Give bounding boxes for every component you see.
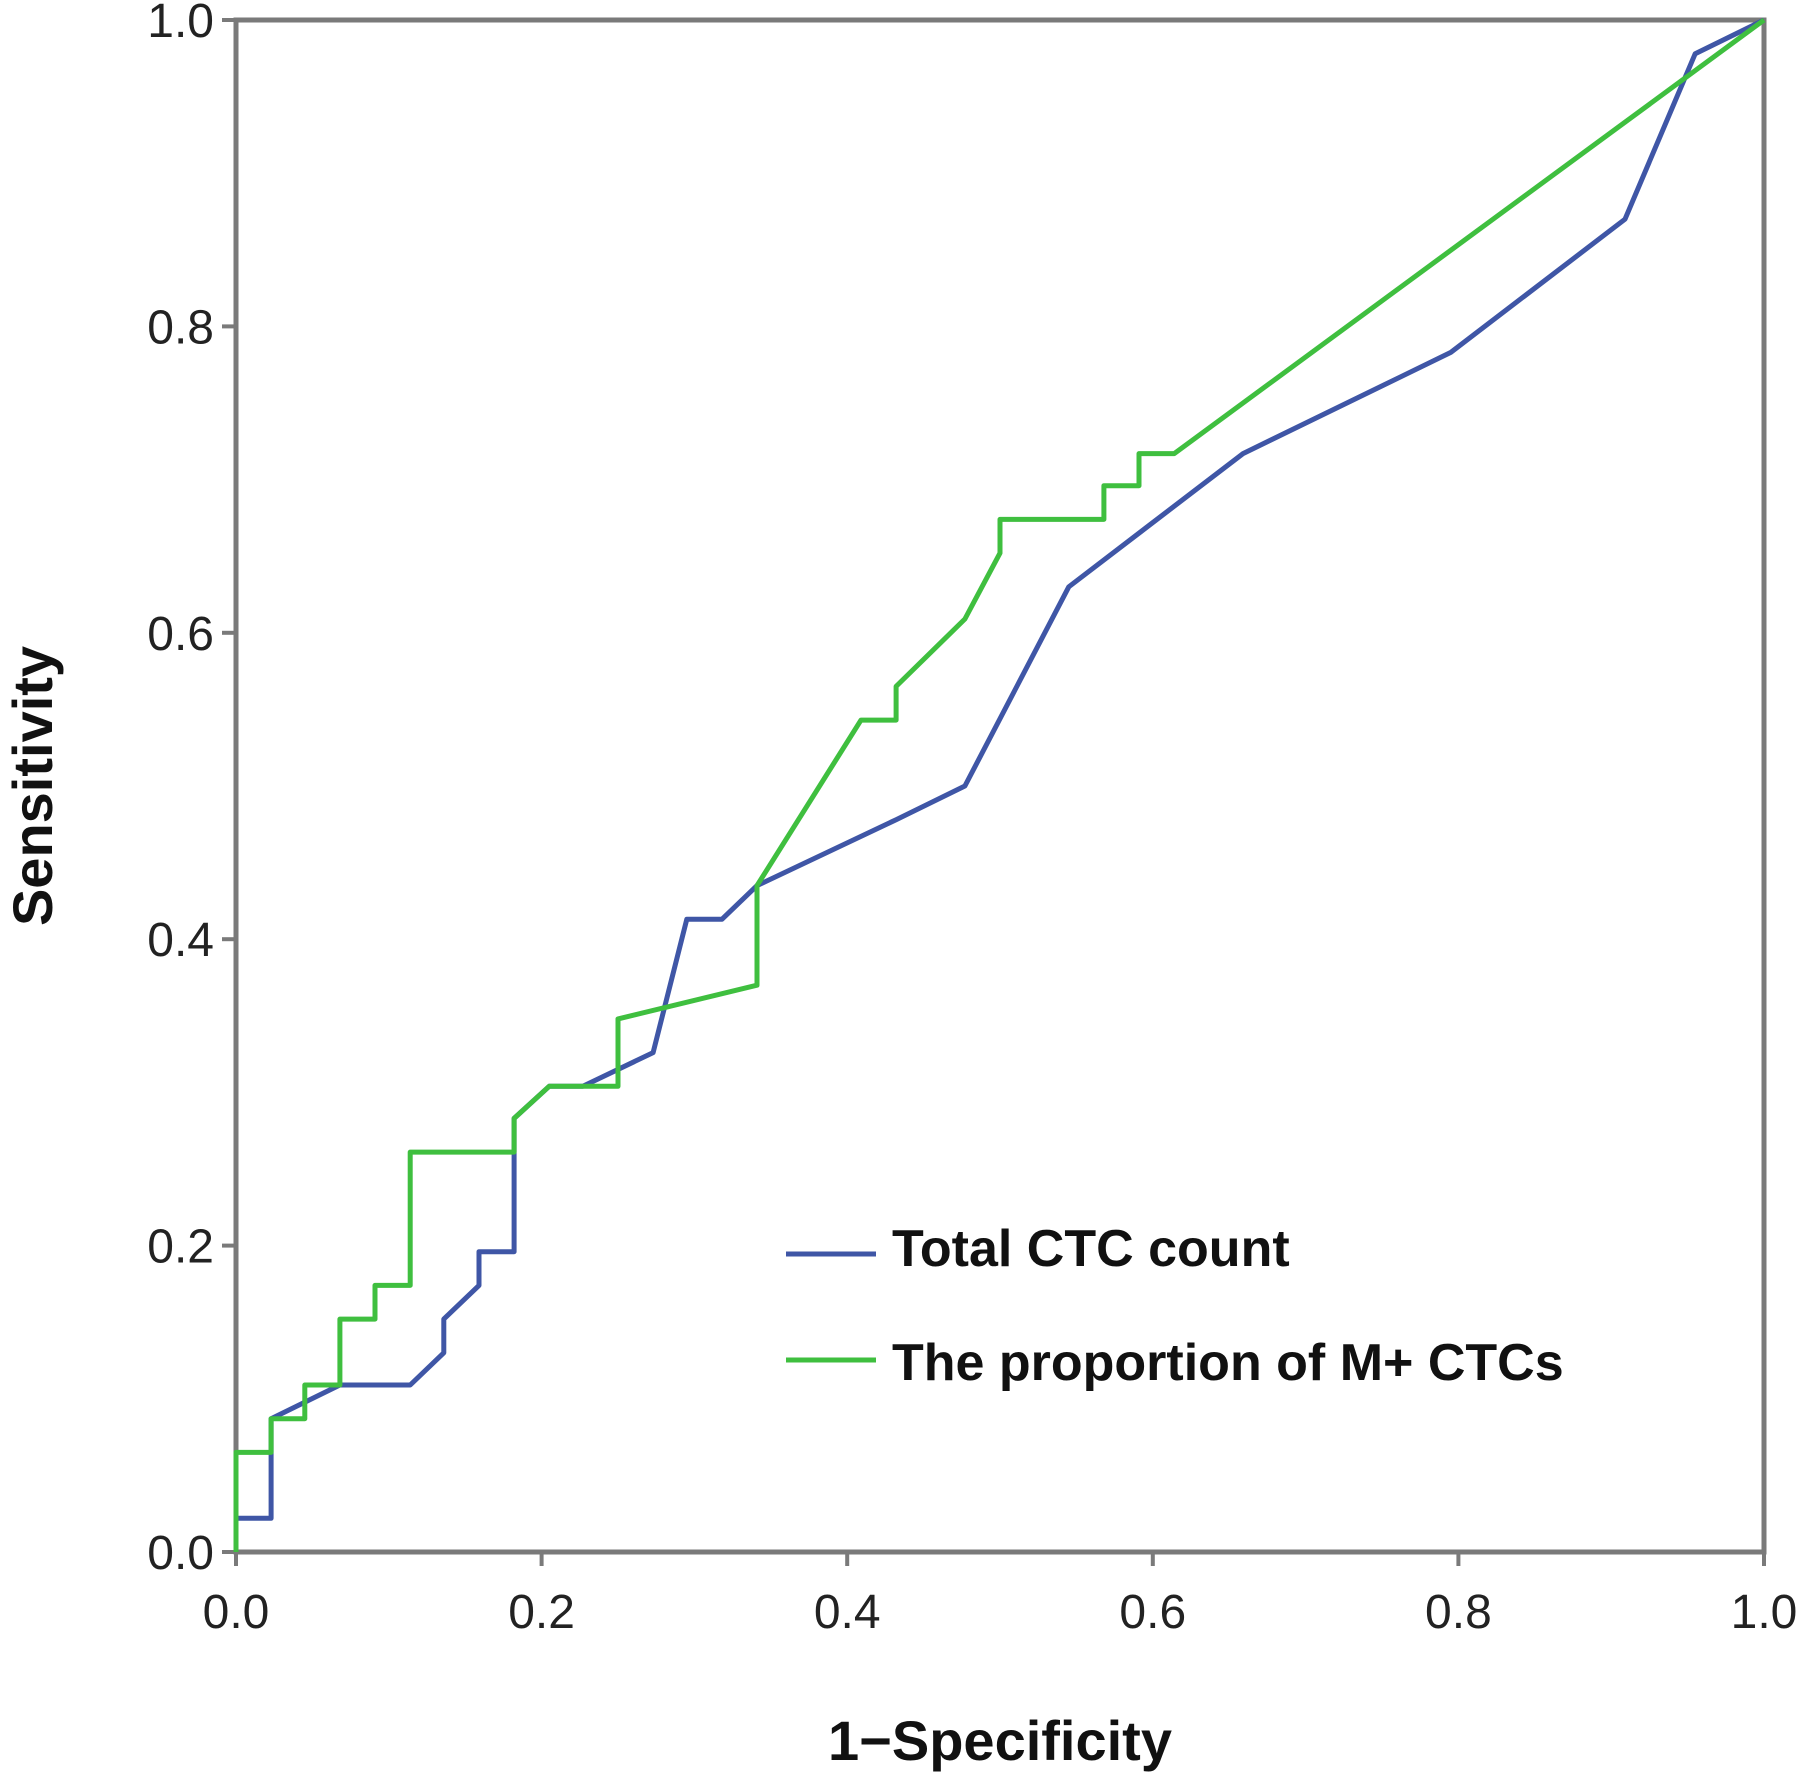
- legend-label-total-ctc-count: Total CTC count: [892, 1220, 1290, 1278]
- series-line-total-ctc-count: [233, 17, 1766, 1552]
- y-tick-label: 0.0: [147, 1527, 214, 1580]
- plot-frame: [233, 17, 1767, 1555]
- series-line-m-plus-ctcs: [233, 17, 1766, 1552]
- x-tick-label: 1.0: [1731, 1586, 1798, 1639]
- y-tick-label: 0.6: [147, 608, 214, 661]
- y-tick-label: 0.4: [147, 914, 214, 967]
- x-tick-label: 0.2: [508, 1586, 575, 1639]
- x-axis: 0.0 0.2 0.4 0.6 0.8 1.0: [203, 1552, 1798, 1639]
- series-layer: [233, 17, 1766, 1552]
- y-axis: 0.0 0.2 0.4 0.6 0.8 1.0: [147, 0, 236, 1580]
- y-tick-label: 0.2: [147, 1221, 214, 1274]
- x-tick-label: 0.8: [1425, 1586, 1492, 1639]
- y-tick-label: 0.8: [147, 301, 214, 354]
- x-axis-title: 1−Specificity: [828, 1709, 1172, 1772]
- x-tick-label: 0.0: [203, 1586, 270, 1639]
- x-tick-label: 0.4: [814, 1586, 881, 1639]
- legend-label-m-plus-ctcs: The proportion of M+ CTCs: [892, 1334, 1564, 1392]
- legend: Total CTC count The proportion of M+ CTC…: [786, 1220, 1564, 1392]
- y-tick-label: 1.0: [147, 0, 214, 48]
- y-axis-title: Sensitivity: [1, 646, 64, 926]
- x-tick-label: 0.6: [1119, 1586, 1186, 1639]
